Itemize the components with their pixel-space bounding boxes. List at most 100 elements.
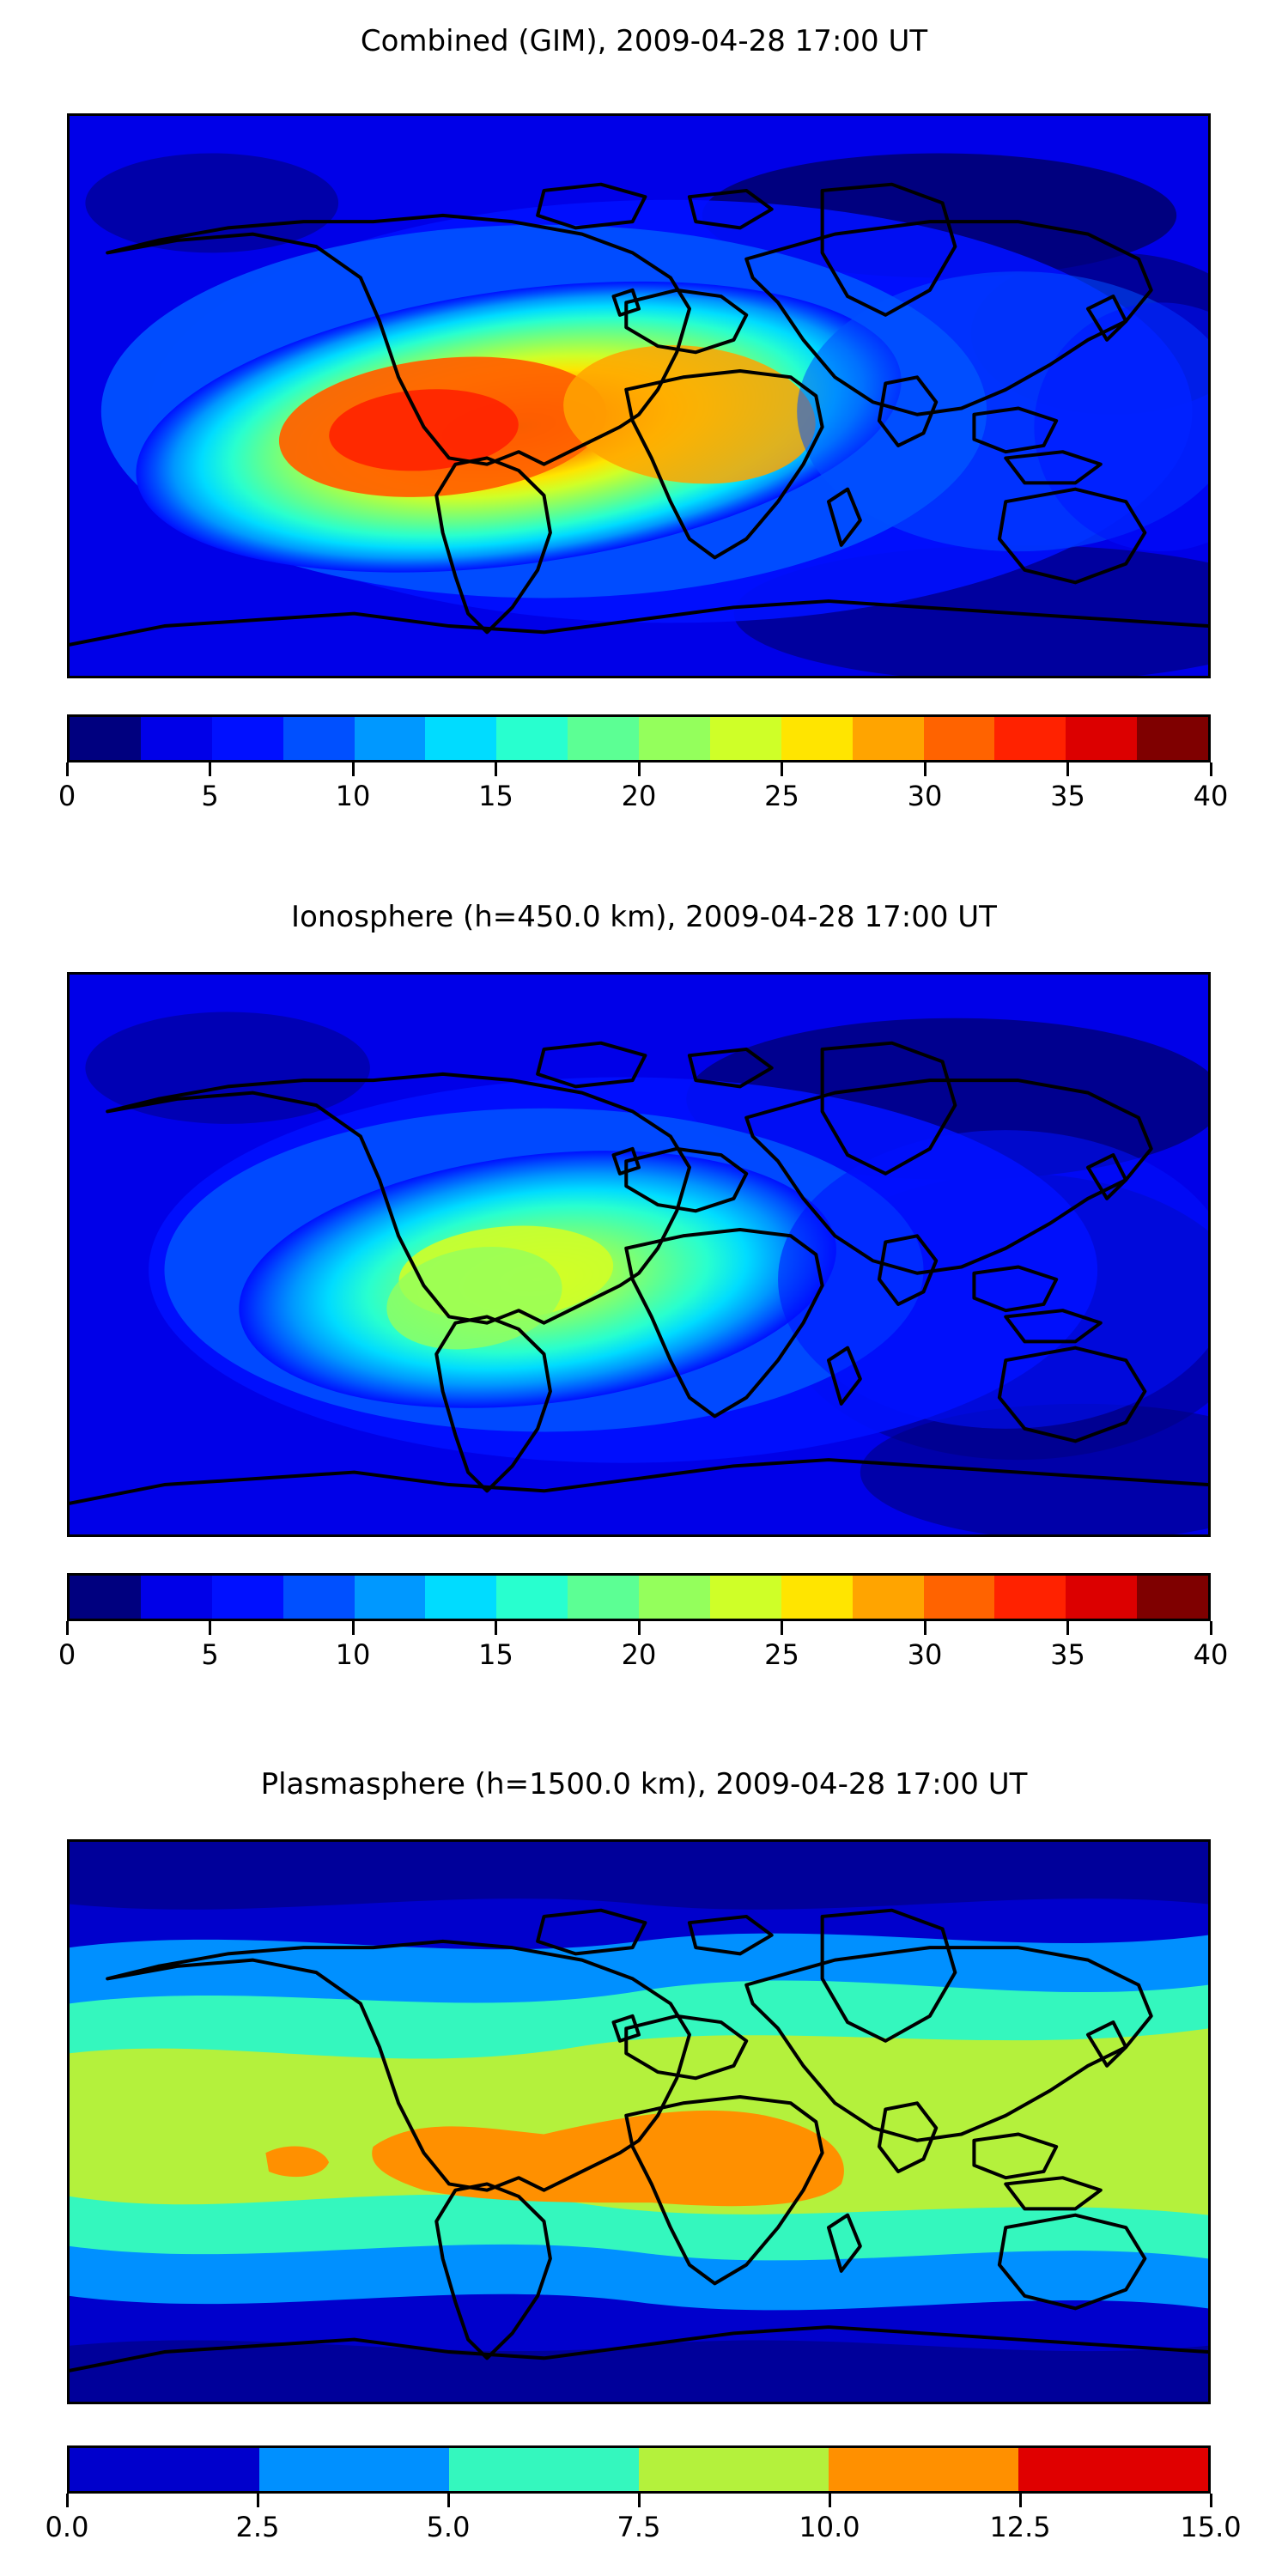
- colorbar-band: [211, 1576, 283, 1619]
- colorbar-band: [781, 1576, 853, 1619]
- colorbar-tick-label: 25: [764, 1638, 799, 1671]
- panel-plasmasphere: Plasmasphere (h=1500.0 km), 2009-04-28 1…: [0, 1752, 1288, 2576]
- colorbar-tick-mark: [1209, 762, 1212, 776]
- colorbar-band: [425, 1576, 497, 1619]
- colorbar-band: [709, 1576, 781, 1619]
- colorbar-band: [994, 1576, 1066, 1619]
- colorbar-band: [140, 717, 212, 760]
- colorbar-tick-label: 35: [1050, 780, 1085, 812]
- colorbar-band: [140, 1576, 212, 1619]
- colorbar-band: [496, 1576, 568, 1619]
- colorbar-tick-label: 5.0: [426, 2511, 471, 2543]
- colorbar-labels-ionosphere: 0 5 10 15 20 25 30 35 40: [58, 1638, 1229, 1676]
- colorbar-band: [70, 717, 141, 760]
- colorbar-band: [923, 1576, 995, 1619]
- colorbar-tick-label: 0: [58, 1638, 76, 1671]
- colorbar-tick-mark: [637, 2494, 641, 2507]
- colorbar-band: [639, 717, 710, 760]
- colorbar-tick-label: 15: [478, 780, 513, 812]
- colorbar-tick-mark: [1066, 1621, 1069, 1635]
- colorbar-tick-mark: [256, 2494, 259, 2507]
- panel-combined-gim: Combined (GIM), 2009-04-28 17:00 UT: [0, 0, 1288, 876]
- panel-title-combined-gim: Combined (GIM), 2009-04-28 17:00 UT: [360, 24, 928, 58]
- colorbar-band: [70, 1576, 141, 1619]
- map-canvas-plasmasphere: [70, 1842, 1208, 2402]
- colorbar-band: [354, 1576, 426, 1619]
- colorbar-tick-mark: [65, 762, 69, 776]
- colorbar-tick-mark: [781, 762, 783, 776]
- colorbar-band: [1137, 717, 1208, 760]
- colorbar-band: [425, 717, 497, 760]
- panel-title-ionosphere: Ionosphere (h=450.0 km), 2009-04-28 17:0…: [291, 900, 997, 934]
- colorbar-tick-mark: [351, 762, 355, 776]
- colorbar-tick-mark: [1209, 1621, 1212, 1635]
- colorbar-ticks-ionosphere: [65, 1621, 1212, 1635]
- colorbar-tick-mark: [1018, 2494, 1022, 2507]
- colorbar-combined-gim: [67, 714, 1211, 762]
- colorbar-ionosphere: [67, 1573, 1211, 1621]
- colorbar-band: [1066, 1576, 1138, 1619]
- colorbar-labels-plasmasphere: 0.0 2.5 5.0 7.5 10.0 12.5 15.0: [46, 2511, 1242, 2549]
- colorbar-tick-label: 25: [764, 780, 799, 812]
- colorbar-band: [639, 1576, 710, 1619]
- colorbar-tick-mark: [781, 1621, 783, 1635]
- panel-title-plasmasphere: Plasmasphere (h=1500.0 km), 2009-04-28 1…: [260, 1767, 1028, 1801]
- colorbar-tick-mark: [209, 1621, 211, 1635]
- colorbar-band: [852, 1576, 924, 1619]
- colorbar-tick-label: 15.0: [1180, 2511, 1242, 2543]
- colorbar-tick-mark: [1209, 2494, 1212, 2507]
- colorbar-tick-mark: [351, 1621, 355, 1635]
- colorbar-band: [1018, 2448, 1208, 2491]
- colorbar-tick-label: 30: [907, 1638, 943, 1671]
- colorbar-tick-mark: [637, 1621, 641, 1635]
- colorbar-band: [639, 2448, 829, 2491]
- colorbar-tick-mark: [828, 2494, 831, 2507]
- colorbar-tick-mark: [637, 762, 641, 776]
- colorbar-tick-mark: [209, 762, 211, 776]
- colorbar-band: [709, 717, 781, 760]
- colorbar-tick-label: 0.0: [45, 2511, 89, 2543]
- colorbar-tick-label: 10.0: [799, 2511, 860, 2543]
- colorbar-tick-label: 40: [1193, 1638, 1229, 1671]
- colorbar-tick-mark: [923, 1621, 927, 1635]
- tec-field-ionosphere: [70, 975, 1208, 1534]
- colorbar-tick-label: 12.5: [989, 2511, 1051, 2543]
- colorbar-tick-mark: [495, 1621, 497, 1635]
- map-axes-plasmasphere: [67, 1839, 1211, 2404]
- tec-field-combined-gim: [70, 116, 1208, 676]
- colorbar-band: [852, 717, 924, 760]
- colorbar-tick-mark: [1066, 762, 1069, 776]
- colorbar-tick-label: 20: [621, 780, 657, 812]
- colorbar-tick-label: 20: [621, 1638, 657, 1671]
- colorbar-band: [1137, 1576, 1208, 1619]
- map-axes-combined-gim: [67, 113, 1211, 678]
- colorbar-tick-label: 10: [335, 1638, 371, 1671]
- colorbar-labels-combined-gim: 0 5 10 15 20 25 30 35 40: [58, 780, 1229, 817]
- tec-field-plasmasphere: [70, 1842, 1208, 2402]
- map-axes-ionosphere: [67, 972, 1211, 1537]
- colorbar-tick-label: 35: [1050, 1638, 1085, 1671]
- colorbar-tick-mark: [923, 762, 927, 776]
- colorbar-band: [283, 717, 355, 760]
- colorbar-tick-label: 5: [201, 780, 219, 812]
- colorbar-band: [283, 1576, 355, 1619]
- colorbar-band: [568, 717, 639, 760]
- colorbar-band: [994, 717, 1066, 760]
- colorbar-tick-label: 40: [1193, 780, 1229, 812]
- colorbar-tick-mark: [495, 762, 497, 776]
- colorbar-band: [829, 2448, 1018, 2491]
- panel-ionosphere: Ionosphere (h=450.0 km), 2009-04-28 17:0…: [0, 876, 1288, 1752]
- colorbar-tick-mark: [447, 2494, 450, 2507]
- colorbar-tick-label: 7.5: [617, 2511, 661, 2543]
- colorbar-ticks-plasmasphere: [65, 2494, 1212, 2507]
- colorbar-tick-mark: [65, 1621, 69, 1635]
- colorbar-band: [259, 2448, 449, 2491]
- colorbar-band: [211, 717, 283, 760]
- map-canvas-ionosphere: [70, 975, 1208, 1534]
- colorbar-band: [496, 717, 568, 760]
- colorbar-tick-label: 5: [201, 1638, 219, 1671]
- colorbar-band: [781, 717, 853, 760]
- colorbar-band: [449, 2448, 639, 2491]
- colorbar-band: [568, 1576, 639, 1619]
